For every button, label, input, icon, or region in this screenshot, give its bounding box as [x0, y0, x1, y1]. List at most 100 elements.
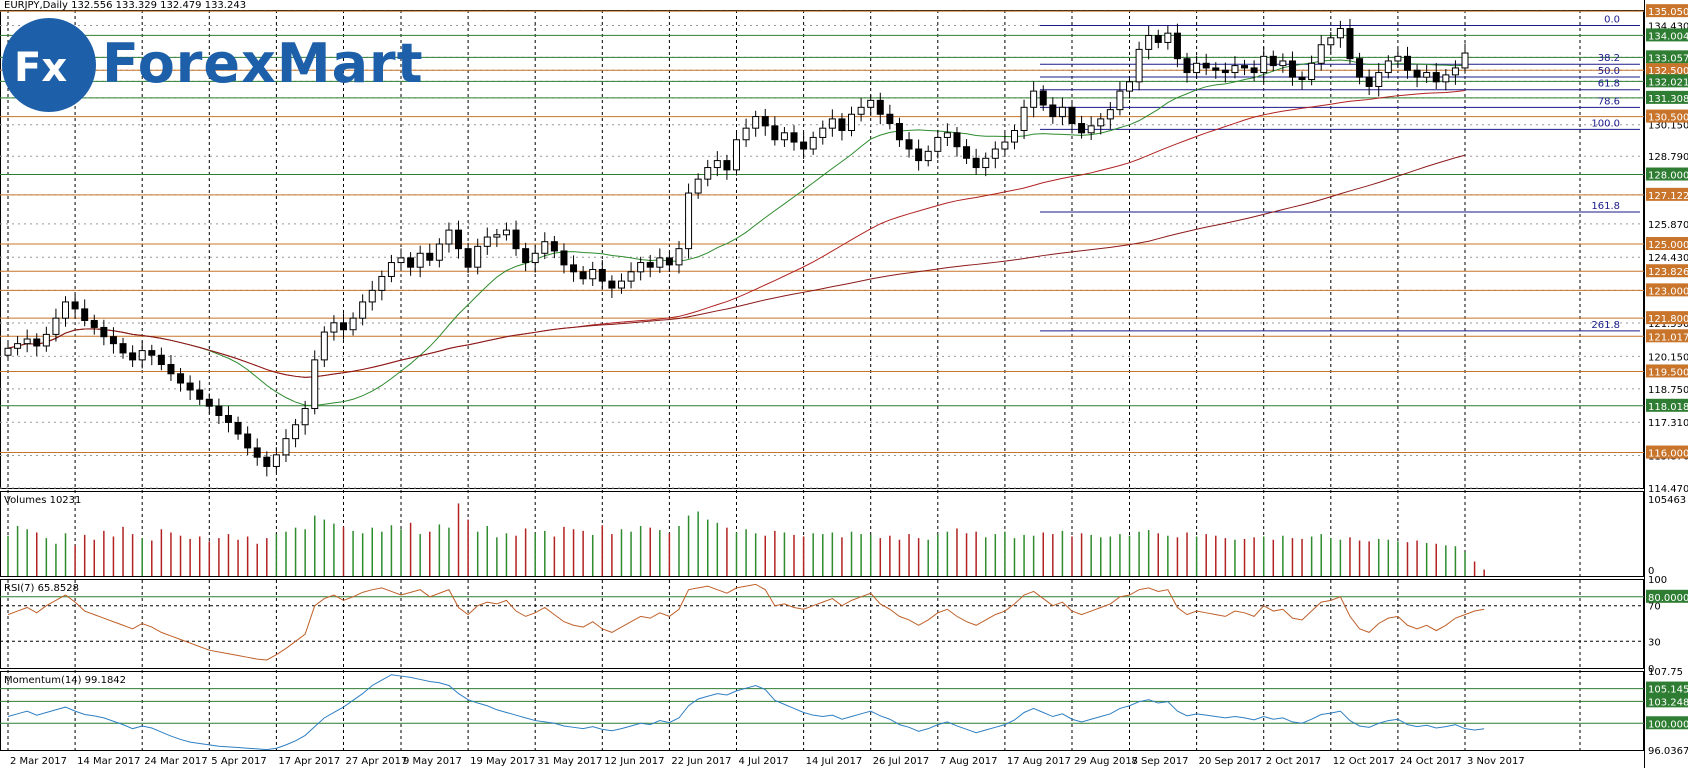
x-tick-label: 17 Apr 2017 [278, 756, 340, 767]
candle-body [589, 269, 597, 280]
fib-label: 61.8 [1598, 79, 1620, 90]
rsi-tick-label: 30 [1648, 637, 1661, 648]
momentum-panel [0, 671, 1644, 751]
candle-body [1106, 109, 1114, 120]
candle-body [1030, 90, 1038, 108]
candle-body [349, 317, 357, 331]
candle-body [752, 116, 760, 129]
candle-body [685, 192, 693, 250]
candle-body [1288, 60, 1296, 78]
momentum-line [7, 674, 1485, 751]
level-badge [1646, 187, 1688, 201]
price-tick-label: 124.430 [1648, 253, 1688, 264]
fib-label: 100.0 [1591, 118, 1620, 129]
x-tick-label: 5 Apr 2017 [211, 756, 266, 767]
candle-body [301, 408, 309, 426]
candle-body [963, 146, 971, 159]
x-tick-label: 12 Oct 2017 [1333, 756, 1395, 767]
candle-body [1461, 52, 1469, 69]
candle-body [71, 301, 79, 310]
rsi-tick-label: 70 [1648, 602, 1661, 613]
candle-body [244, 433, 252, 449]
level-label: 123.826 [1648, 267, 1688, 278]
candle-body [1269, 55, 1277, 67]
candle-body [416, 252, 424, 268]
price-tick-label: 125.870 [1648, 220, 1688, 231]
level-label: 119.500 [1648, 367, 1688, 378]
candle-body [1135, 48, 1143, 83]
fib-label: 161.8 [1591, 201, 1620, 212]
logo-mark-text: Fx [14, 45, 68, 91]
candle-body [426, 252, 434, 261]
x-tick-label: 12 Jun 2017 [604, 756, 664, 767]
candle-body [982, 157, 990, 169]
level-label: 127.122 [1648, 191, 1688, 202]
candle-body [1049, 104, 1057, 118]
candle-body [1154, 34, 1162, 43]
candle-body [953, 132, 961, 148]
candle-body [205, 398, 213, 407]
price-tick-label: 121.590 [1648, 319, 1688, 330]
candle-body [378, 275, 386, 291]
candle-body [1403, 55, 1411, 71]
momentum-level-label: 100.0000 [1648, 719, 1688, 730]
level-badge [1646, 167, 1688, 181]
candle-body [224, 414, 232, 423]
candle-body [109, 336, 117, 345]
candle-body [761, 116, 769, 127]
x-tick-label: 24 Mar 2017 [144, 756, 207, 767]
candle-body [320, 331, 328, 361]
logo-brand-text: ForexMart [102, 32, 424, 95]
candle-body [502, 229, 510, 236]
candle-body [1010, 129, 1018, 143]
candle-body [522, 248, 530, 264]
candle-body [771, 125, 779, 141]
fib-label: 78.6 [1598, 96, 1620, 107]
candle-body [1173, 32, 1181, 60]
candle-body [579, 271, 587, 280]
price-tick-label: 114.470 [1648, 484, 1688, 495]
momentum-level-badge [1646, 694, 1688, 708]
volumes-title: Volumes 10231 [4, 495, 81, 506]
candle-body [1298, 76, 1306, 81]
candle-body [148, 350, 156, 356]
candle-body [196, 389, 204, 400]
candle-body [800, 141, 808, 150]
level-label: 132.500 [1648, 66, 1688, 77]
level-label: 123.000 [1648, 286, 1688, 297]
candle-body [167, 364, 175, 375]
candle-body [138, 350, 146, 361]
candle-body [694, 178, 702, 194]
volumes-panel [0, 491, 1644, 577]
candle-body [780, 132, 788, 141]
x-tick-label: 2 Oct 2017 [1266, 756, 1321, 767]
candle-body [1384, 60, 1392, 74]
candle-body [742, 127, 750, 141]
candle-body [541, 241, 549, 254]
candle-body [1317, 44, 1325, 64]
level-label: 125.000 [1648, 240, 1688, 251]
candle-body [1356, 58, 1364, 78]
rsi-tick-label: 0 [1648, 664, 1654, 675]
candle-body [1375, 72, 1383, 87]
candle-body [809, 136, 817, 150]
candle-body [387, 262, 395, 277]
logo-mark-icon: Fx [2, 18, 96, 112]
x-tick-label: 24 Oct 2017 [1400, 756, 1462, 767]
candle-body [1058, 106, 1066, 118]
candle-body [1279, 60, 1287, 67]
rsi-title: RSI(7) 65.8528 [4, 583, 79, 594]
rsi-level-label: 80.0000 [1648, 593, 1688, 604]
candle-body [14, 343, 22, 349]
candle-body [23, 338, 31, 345]
level-badge [1646, 364, 1688, 378]
candle-body [819, 127, 827, 138]
x-tick-label: 3 Nov 2017 [1467, 756, 1525, 767]
candle-body [723, 160, 731, 171]
level-label: 130.500 [1648, 113, 1688, 124]
rsi-panel [0, 579, 1644, 669]
candle-body [704, 167, 712, 180]
candle-body [100, 326, 108, 338]
level-badge [1646, 50, 1688, 64]
